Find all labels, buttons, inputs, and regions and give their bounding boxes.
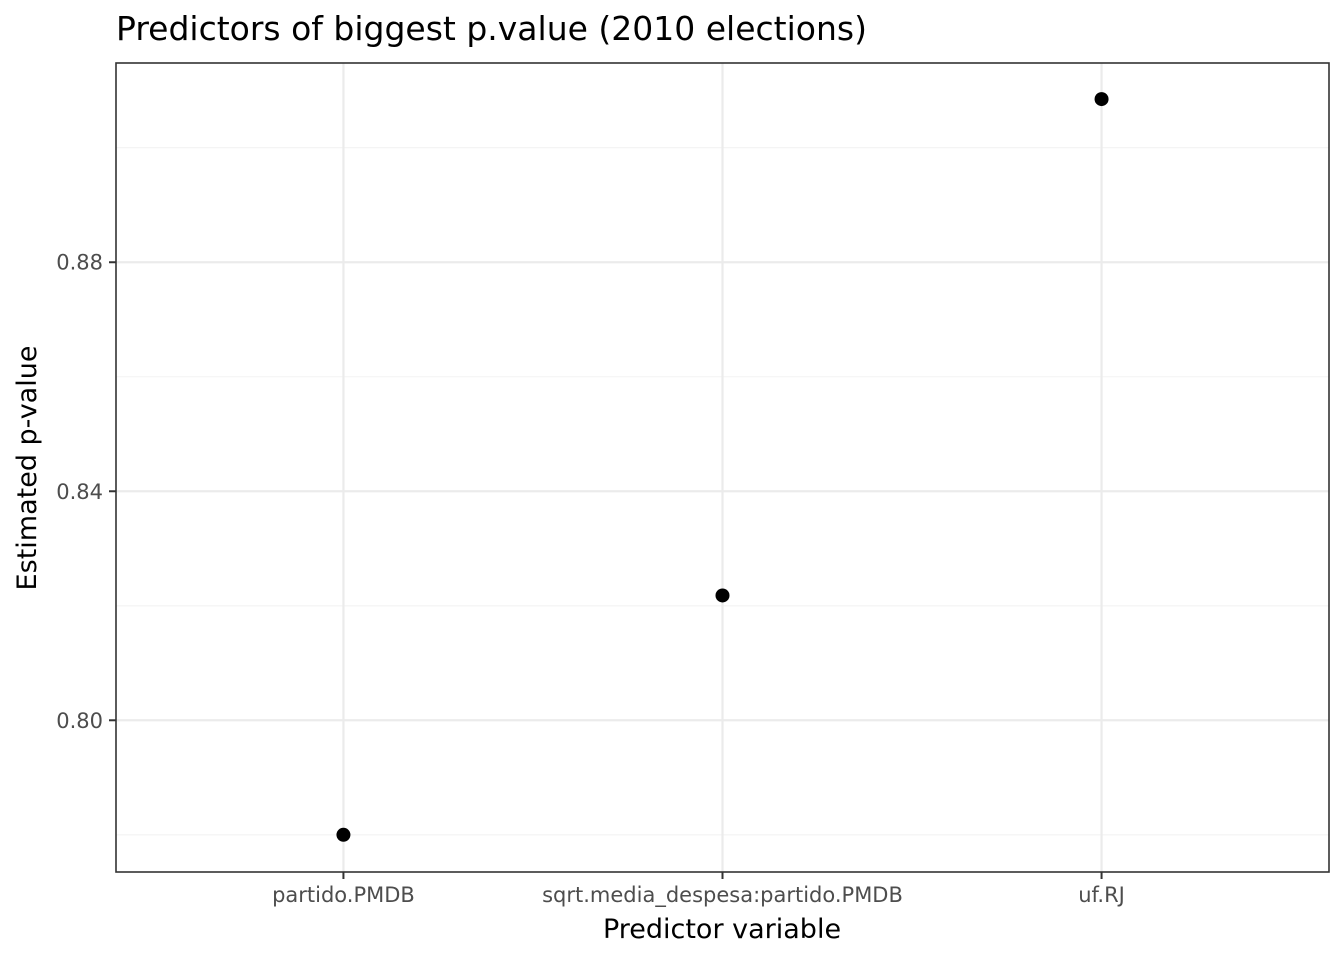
y-tick-label: 0.84 [56, 480, 103, 504]
chart-title: Predictors of biggest p.value (2010 elec… [116, 9, 867, 48]
x-tick-label: uf.RJ [1078, 883, 1125, 907]
x-axis: partido.PMDB sqrt.media_despesa:partido.P… [272, 872, 1125, 908]
plot-panel [115, 62, 1330, 873]
data-point [715, 588, 730, 603]
data-point [336, 827, 351, 842]
y-tick-label: 0.88 [56, 251, 103, 275]
x-tick-label: sqrt.media_despesa:partido.PMDB [542, 883, 903, 908]
data-point [1094, 92, 1109, 107]
major-gridlines [116, 63, 1329, 872]
y-axis: 0.80 0.84 0.88 [56, 251, 116, 733]
y-tick-label: 0.80 [56, 709, 103, 733]
y-axis-title: Estimated p-value [12, 346, 43, 591]
x-axis-title: Predictor variable [603, 914, 841, 945]
data-points [336, 92, 1109, 842]
x-tick-label: partido.PMDB [272, 883, 415, 907]
